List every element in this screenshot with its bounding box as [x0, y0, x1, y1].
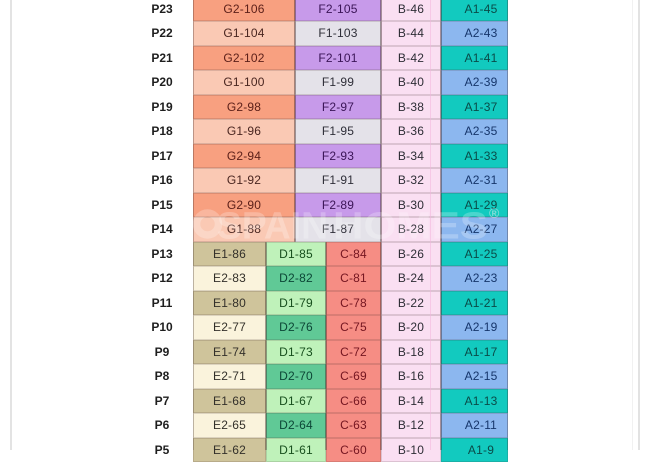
svg-text:HOMES: HOMES [333, 206, 488, 248]
svg-text:®: ® [489, 205, 500, 221]
svg-text:SPAIN: SPAIN [217, 206, 328, 248]
